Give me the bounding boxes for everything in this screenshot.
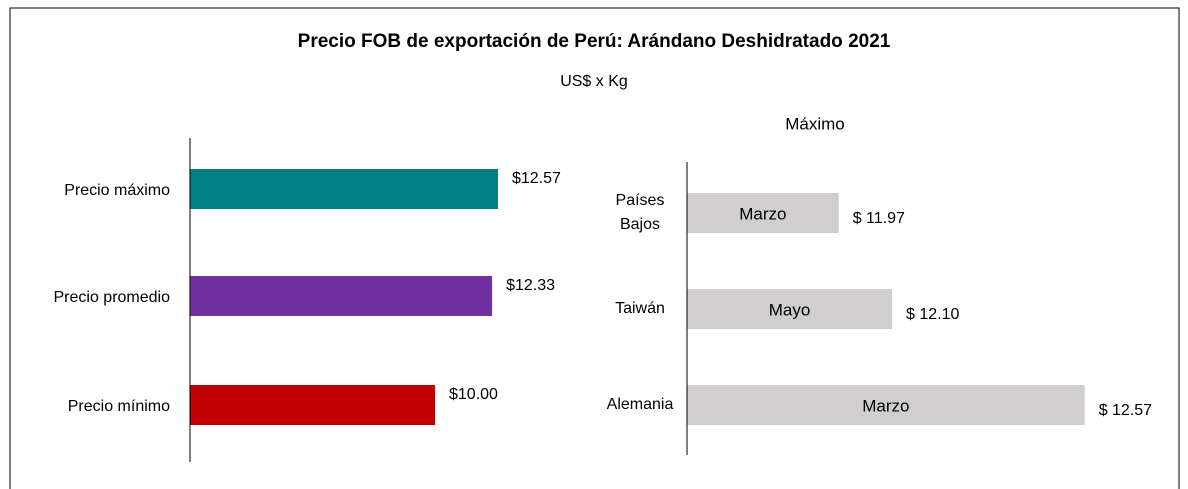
category-label: Taiwán bbox=[615, 300, 665, 317]
bar bbox=[687, 385, 1085, 425]
value-label: $12.57 bbox=[512, 170, 561, 187]
bar-label: Marzo bbox=[862, 396, 909, 415]
category-label: Precio mínimo bbox=[68, 398, 170, 415]
value-label: $12.33 bbox=[506, 277, 555, 294]
bar bbox=[687, 289, 892, 329]
chart-title: Precio FOB de exportación de Perú: Aránd… bbox=[298, 31, 891, 52]
category-label: Precio promedio bbox=[54, 289, 171, 306]
bar bbox=[687, 193, 839, 233]
category-label: Países Bajos bbox=[615, 192, 665, 233]
bar bbox=[190, 385, 435, 425]
value-label: $ 11.97 bbox=[853, 210, 905, 227]
chart-subtitle: US$ x Kg bbox=[560, 73, 628, 90]
category-label-box: Alemania bbox=[606, 396, 674, 413]
frame bbox=[9, 7, 1180, 489]
bar-label: Marzo bbox=[739, 204, 786, 223]
value-label: $ 12.57 bbox=[1099, 402, 1152, 419]
category-label: Precio máximo bbox=[64, 182, 170, 199]
bar-label: Mayo bbox=[769, 300, 811, 319]
panel-title: Máximo bbox=[785, 114, 845, 133]
bar bbox=[190, 169, 498, 209]
category-label-box: Países Bajos bbox=[615, 192, 665, 233]
bar bbox=[190, 276, 493, 316]
value-label: $10.00 bbox=[449, 386, 498, 403]
category-label-box: Taiwán bbox=[615, 300, 665, 317]
category-label: Alemania bbox=[606, 396, 674, 413]
value-label: $ 12.10 bbox=[906, 306, 959, 323]
